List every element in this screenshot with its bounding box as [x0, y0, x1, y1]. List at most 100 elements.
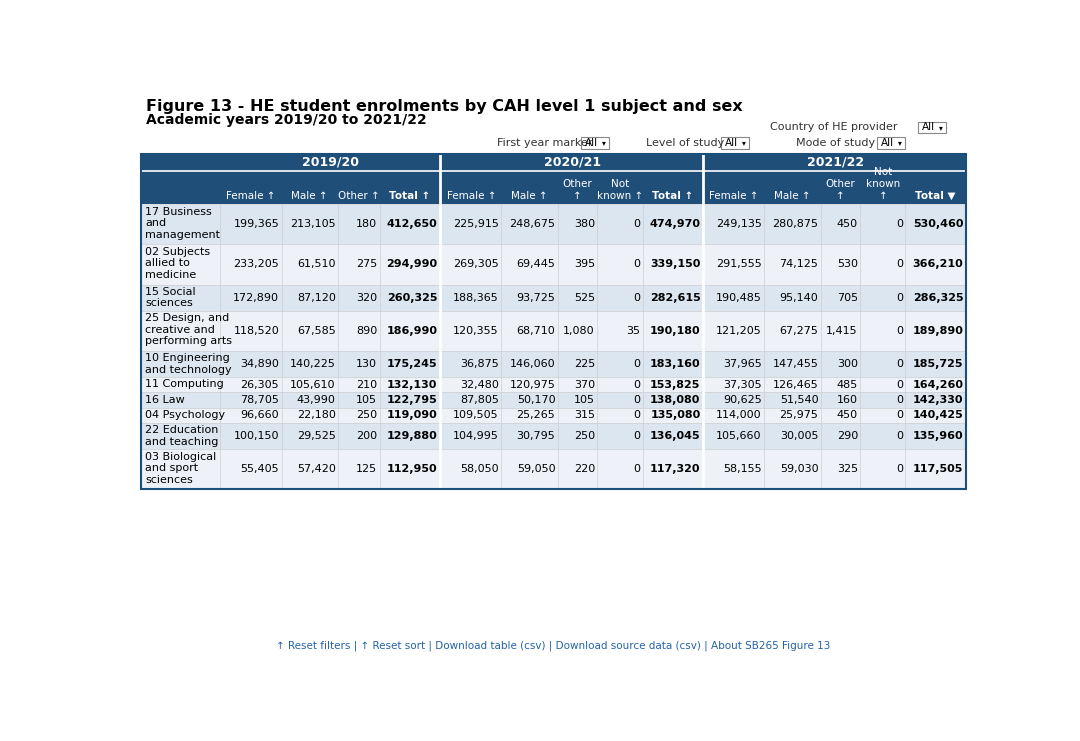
- Text: 132,130: 132,130: [387, 379, 437, 390]
- Text: 120,355: 120,355: [454, 326, 499, 336]
- Bar: [442, 245, 501, 285]
- Bar: [905, 377, 966, 392]
- Text: 135,080: 135,080: [650, 411, 701, 420]
- Bar: [282, 449, 338, 489]
- Text: 0: 0: [633, 359, 640, 369]
- Bar: [282, 408, 338, 423]
- Text: 249,135: 249,135: [716, 219, 761, 230]
- Text: 22 Education
and teaching: 22 Education and teaching: [145, 425, 218, 447]
- Bar: [501, 392, 557, 408]
- Text: 530,460: 530,460: [913, 219, 963, 230]
- Bar: [141, 153, 966, 489]
- Text: 0: 0: [633, 219, 640, 230]
- Text: 135,960: 135,960: [913, 431, 963, 441]
- Text: 325: 325: [837, 465, 858, 474]
- Text: 213,105: 213,105: [291, 219, 336, 230]
- Bar: [379, 392, 440, 408]
- Text: 210: 210: [356, 379, 377, 390]
- Text: 43,990: 43,990: [297, 395, 336, 405]
- Text: 36,875: 36,875: [460, 359, 499, 369]
- Bar: [597, 310, 643, 350]
- Bar: [501, 377, 557, 392]
- Text: 186,990: 186,990: [387, 326, 437, 336]
- Text: ▾: ▾: [939, 123, 943, 132]
- Text: 32,480: 32,480: [460, 379, 499, 390]
- Bar: [220, 377, 282, 392]
- Bar: [557, 408, 597, 423]
- Text: 2020/21: 2020/21: [543, 156, 600, 168]
- Bar: [905, 310, 966, 350]
- Text: 190,485: 190,485: [716, 293, 761, 302]
- Bar: [141, 205, 220, 245]
- Bar: [501, 205, 557, 245]
- Bar: [220, 310, 282, 350]
- Text: Total ↑: Total ↑: [389, 190, 430, 201]
- Bar: [557, 310, 597, 350]
- Text: 119,090: 119,090: [387, 411, 437, 420]
- Text: 136,045: 136,045: [650, 431, 701, 441]
- Bar: [764, 408, 821, 423]
- Bar: [821, 310, 861, 350]
- Text: Male ↑: Male ↑: [292, 190, 328, 201]
- Text: Country of HE provider: Country of HE provider: [770, 122, 897, 133]
- Text: 183,160: 183,160: [650, 359, 701, 369]
- Bar: [821, 245, 861, 285]
- Text: 37,965: 37,965: [723, 359, 761, 369]
- Text: Not
known
↑: Not known ↑: [866, 167, 900, 201]
- Bar: [861, 310, 905, 350]
- Text: 320: 320: [356, 293, 377, 302]
- Bar: [379, 245, 440, 285]
- Text: 25 Design, and
creative and
performing arts: 25 Design, and creative and performing a…: [145, 313, 232, 346]
- Text: 291,555: 291,555: [716, 259, 761, 270]
- Text: 0: 0: [896, 359, 903, 369]
- Bar: [557, 377, 597, 392]
- Text: 118,520: 118,520: [233, 326, 280, 336]
- Text: 112,950: 112,950: [387, 465, 437, 474]
- FancyBboxPatch shape: [918, 122, 946, 133]
- Bar: [141, 310, 220, 350]
- Text: 474,970: 474,970: [649, 219, 701, 230]
- Text: 59,050: 59,050: [516, 465, 555, 474]
- Bar: [905, 285, 966, 310]
- Bar: [643, 170, 703, 205]
- Text: Male ↑: Male ↑: [511, 190, 548, 201]
- Text: 190,180: 190,180: [650, 326, 701, 336]
- Text: 185,725: 185,725: [913, 359, 963, 369]
- Bar: [905, 392, 966, 408]
- Bar: [643, 245, 703, 285]
- Bar: [501, 350, 557, 377]
- Text: 37,305: 37,305: [724, 379, 761, 390]
- Bar: [442, 423, 501, 449]
- Text: 0: 0: [633, 431, 640, 441]
- Bar: [141, 392, 220, 408]
- Text: 34,890: 34,890: [241, 359, 280, 369]
- Text: 220: 220: [573, 465, 595, 474]
- Text: All: All: [921, 122, 935, 133]
- Text: All: All: [725, 138, 738, 147]
- Text: 30,005: 30,005: [780, 431, 819, 441]
- Bar: [220, 392, 282, 408]
- Bar: [282, 205, 338, 245]
- Text: ↑ Reset filters | ↑ Reset sort | Download table (csv) | Download source data (cs: ↑ Reset filters | ↑ Reset sort | Downloa…: [276, 640, 831, 651]
- Bar: [282, 392, 338, 408]
- Bar: [220, 350, 282, 377]
- Text: 67,275: 67,275: [780, 326, 819, 336]
- Bar: [220, 153, 440, 170]
- Bar: [905, 170, 966, 205]
- Text: 17 Business
and
management: 17 Business and management: [145, 207, 220, 240]
- Bar: [597, 377, 643, 392]
- Bar: [821, 377, 861, 392]
- Bar: [282, 245, 338, 285]
- Bar: [597, 205, 643, 245]
- Bar: [704, 423, 764, 449]
- Bar: [220, 170, 282, 205]
- Bar: [379, 449, 440, 489]
- Bar: [442, 377, 501, 392]
- Text: Total ↑: Total ↑: [652, 190, 693, 201]
- Bar: [905, 423, 966, 449]
- Bar: [821, 170, 861, 205]
- Bar: [764, 285, 821, 310]
- Text: 26,305: 26,305: [241, 379, 280, 390]
- Text: Figure 13 - HE student enrolments by CAH level 1 subject and sex: Figure 13 - HE student enrolments by CAH…: [146, 99, 743, 114]
- Bar: [643, 449, 703, 489]
